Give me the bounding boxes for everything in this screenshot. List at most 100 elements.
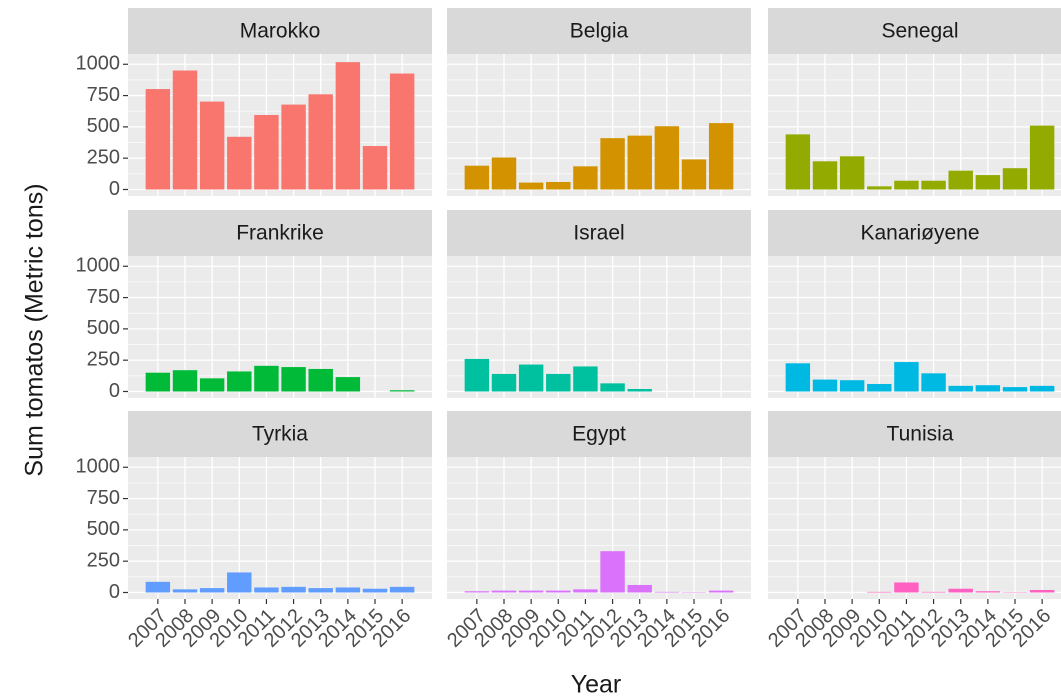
bar [199,588,225,593]
bar [812,161,838,190]
bar [708,123,734,190]
facet-title: Frankrike [236,222,324,245]
bar [654,591,680,593]
bar [546,590,571,593]
bar [491,373,517,392]
bar [1029,385,1055,392]
facet-title: Belgia [570,20,629,43]
facet-panel: Belgia [447,8,751,196]
bar [921,591,946,593]
bar [573,366,598,392]
bar [948,385,973,392]
facet-title: Marokko [240,20,321,43]
x-axis-title: Year [571,671,622,699]
bar [254,587,279,593]
y-tick-label: 500 [87,518,120,540]
bar [308,94,333,190]
bar [894,582,919,593]
facet-title: Egypt [572,423,626,446]
bar [145,89,171,190]
strip-background [768,411,1061,457]
bar [546,181,571,190]
strip-background [128,411,432,457]
facet-panel: Egypt20072008200920102011201220132014201… [443,411,751,652]
bar [867,186,892,190]
y-tick-label: 500 [87,115,120,137]
y-tick-label: 250 [87,549,120,571]
bar [464,165,490,190]
bar [281,104,306,190]
bar [975,385,1001,392]
bar [227,572,252,593]
facet-panel: Tyrkia0250500750100020072008200920102011… [76,411,432,652]
bar [335,587,361,593]
bar [491,157,517,190]
bar [1029,589,1055,593]
bar [308,588,333,593]
bar [518,364,544,392]
strip-background [447,210,751,256]
bar [464,591,490,593]
y-tick-label: 1000 [76,53,121,75]
facet-title: Senegal [881,20,958,43]
bar [894,180,919,190]
bar [921,180,946,190]
bar [867,591,892,593]
bar [491,590,517,593]
bar [600,383,625,392]
y-tick-label: 750 [87,84,120,106]
bar [464,358,490,392]
strip-background [128,210,432,256]
bar [600,551,625,593]
y-axis-title: Sum tomatos (Metric tons) [21,183,49,476]
bar [812,379,838,392]
bar [281,586,306,593]
facet-title: Tunisia [887,423,954,446]
bar [335,377,361,392]
bar [1002,168,1028,190]
bar [867,383,892,392]
bar [172,70,198,190]
strip-background [128,8,432,54]
bar [518,182,544,190]
panel-background [128,457,432,599]
facet-title: Israel [573,222,624,245]
y-tick-label: 1000 [76,456,121,478]
bar [145,581,171,593]
y-tick-label: 250 [87,348,120,370]
bar [254,365,279,392]
y-tick-label: 1000 [76,255,121,277]
y-tick-label: 750 [87,286,120,308]
y-tick-label: 250 [87,146,120,168]
facet-panel: Frankrike 0 250 500 750 1000 [76,210,432,402]
bar [199,378,225,392]
y-tick-label: 0 [109,581,120,603]
facet-title: Kanariøyene [860,222,979,245]
bar [254,114,279,190]
panel-background [447,457,751,599]
bar [839,156,865,190]
facet-panel: Tunisia200720082009201020112012201320142… [764,411,1061,652]
bar [708,590,734,593]
facet-panel: Marokko 0 250 500 750 1000 [76,8,432,200]
strip-background [447,8,751,54]
bar [573,589,598,593]
bar [145,372,171,392]
bar [1029,125,1055,190]
y-tick-label: 0 [109,380,120,402]
bar [227,371,252,392]
bar [839,380,865,392]
bar [389,73,415,190]
y-tick-label: 0 [109,178,120,200]
bar [335,62,361,190]
bar [172,370,198,392]
bar [654,126,680,190]
strip-background [768,8,1061,54]
bar [627,135,652,190]
bar [600,138,625,190]
bar [681,159,707,190]
bar [948,588,973,593]
bar [389,390,415,392]
y-tick-label: 750 [87,487,120,509]
bar [281,367,306,392]
